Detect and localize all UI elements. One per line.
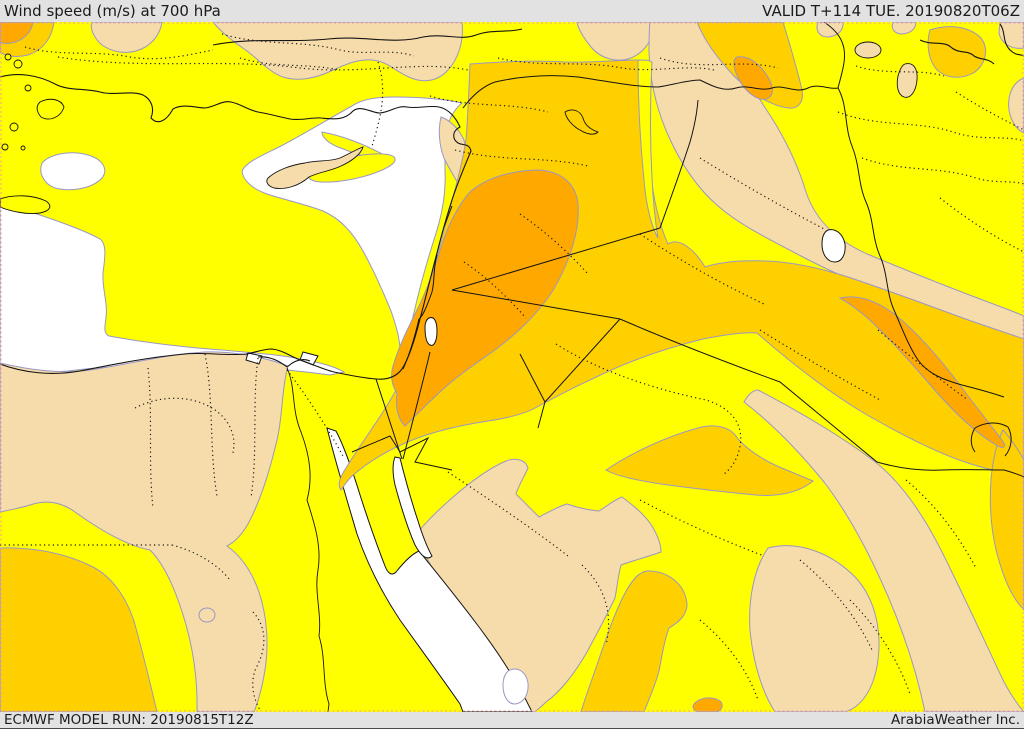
strongest-wind-syria-core	[391, 169, 579, 427]
strong-wind-right-sliver	[989, 429, 1024, 611]
calm-area-aegean	[40, 152, 106, 191]
footer-bar: ECMWF MODEL RUN: 20190815T12Z ArabiaWeat…	[0, 712, 1024, 729]
strong-wind-sw-corner	[0, 547, 158, 712]
dotted-iran-1	[837, 111, 1024, 142]
dotted-neutral-zone	[555, 343, 742, 475]
low-wind-ne-patch-2	[891, 22, 917, 35]
aegean-island-4	[9, 122, 19, 132]
dotted-ne-turkey-1	[659, 57, 779, 69]
dotted-saudi-6	[699, 619, 759, 701]
strong-wind-bottom-band	[580, 570, 688, 712]
weather-map-canvas	[0, 22, 1024, 712]
dotted-saudi-4	[799, 559, 873, 651]
dotted-iraq-4	[759, 329, 881, 401]
header-bar: Wind speed (m/s) at 700 hPa VALID T+114 …	[0, 0, 1024, 22]
low-wind-south-arabia-blob	[749, 545, 880, 712]
dotted-saudi-1	[447, 471, 569, 557]
layer-calm-west	[0, 96, 464, 376]
lake-van	[854, 41, 882, 59]
dotted-saudi-7	[849, 599, 911, 695]
strong-wind-band-south	[605, 425, 814, 496]
dotted-iran-2	[861, 157, 1024, 185]
red-sea	[326, 427, 533, 712]
coastline-nile-delta-branches	[257, 356, 311, 368]
layer-calm-east	[245, 229, 1024, 712]
map-title: Wind speed (m/s) at 700 hPa	[4, 2, 221, 20]
strongest-wind-nw-corner	[0, 22, 34, 44]
dotted-syria-4	[463, 261, 527, 319]
aegean-island-5	[1, 143, 9, 151]
moderate-gap-strip	[637, 59, 659, 239]
strongest-wind-bottom-spot	[692, 697, 723, 712]
low-wind-turkey-band-west	[90, 22, 163, 53]
border-kuwait	[970, 422, 1012, 457]
layer-coastlines	[0, 23, 1024, 712]
calm-spot-sw-saudi	[502, 668, 529, 705]
dotted-ne-turkey-2	[855, 65, 945, 77]
dotted-turkey-band-1	[221, 33, 415, 57]
dotted-egypt-3	[250, 357, 259, 499]
nile-delta-lagoon-1	[245, 352, 263, 365]
dotted-turkey-3	[497, 57, 715, 71]
aegean-island-1	[13, 59, 23, 69]
aegean-island-6	[20, 145, 26, 151]
coastline-anatolia-levant-egypt	[0, 74, 472, 380]
rhodes-island	[36, 98, 65, 120]
dotted-syria-3	[519, 213, 589, 275]
strong-wind-armenia-blob	[927, 26, 987, 78]
lake-urmia	[896, 63, 918, 98]
low-wind-egypt	[0, 351, 289, 712]
strongest-wind-iraq-core	[838, 296, 1006, 448]
aegean-island-2	[4, 53, 12, 61]
low-wind-turkey-band-central	[212, 22, 463, 82]
border-israel-jordan	[375, 291, 433, 460]
dotted-egypt-oasis	[134, 397, 235, 457]
coastline-caucasus	[919, 39, 995, 65]
model-run-label: ECMWF MODEL RUN: 20190815T12Z	[4, 712, 254, 728]
dotted-iraq-3	[877, 329, 969, 401]
border-iraq-saudi	[626, 321, 1024, 478]
dotted-syria-1	[429, 95, 549, 113]
dotted-saudi-2	[581, 564, 610, 646]
gulf-of-aqaba	[392, 456, 433, 559]
dotted-turkey-1	[57, 56, 469, 71]
valid-time-label: VALID T+114 TUE. 20190820T06Z	[762, 2, 1020, 20]
border-lebanon	[443, 205, 453, 228]
border-jordan-saudi-zigzag	[351, 435, 453, 471]
border-turkey-caucasus	[823, 22, 845, 89]
lake-tharthar	[821, 229, 846, 263]
dotted-turkey-4	[371, 61, 384, 147]
dotted-turkey-2	[24, 46, 214, 60]
border-jordan-triangle	[451, 289, 628, 429]
low-wind-small-oval	[198, 607, 216, 623]
dead-sea	[424, 317, 438, 346]
dotted-iraq-2	[699, 157, 827, 231]
brand-label: ArabiaWeather Inc.	[890, 712, 1020, 728]
coastline-caspian-corner	[999, 23, 1024, 57]
layer-admin-dotted-lines	[0, 33, 1024, 711]
lake-assad-outline	[564, 109, 599, 135]
layer-strong-wind	[0, 22, 1024, 712]
cyprus-island	[266, 146, 364, 189]
layer-islands-lakes	[0, 41, 918, 214]
border-iraq-iran	[837, 87, 1005, 398]
dotted-egypt-4	[286, 369, 345, 459]
aegean-island-3	[24, 84, 32, 92]
layer-country-borders	[351, 22, 1024, 478]
dotted-syria-2	[454, 149, 589, 167]
dotted-iraq-1	[639, 233, 767, 306]
dotted-egypt-2	[204, 353, 218, 497]
map-container	[0, 22, 1024, 712]
border-turkey-syria-iraq	[462, 75, 839, 109]
dotted-iran-4	[955, 91, 1024, 131]
coastline-black-sea	[212, 28, 523, 46]
nile-river	[286, 367, 330, 712]
crete-island	[0, 195, 51, 214]
dotted-egypt-1	[147, 367, 154, 509]
border-syria-iraq	[451, 99, 699, 291]
low-wind-right-edge	[1008, 77, 1024, 134]
border-jordan-river	[431, 254, 438, 293]
